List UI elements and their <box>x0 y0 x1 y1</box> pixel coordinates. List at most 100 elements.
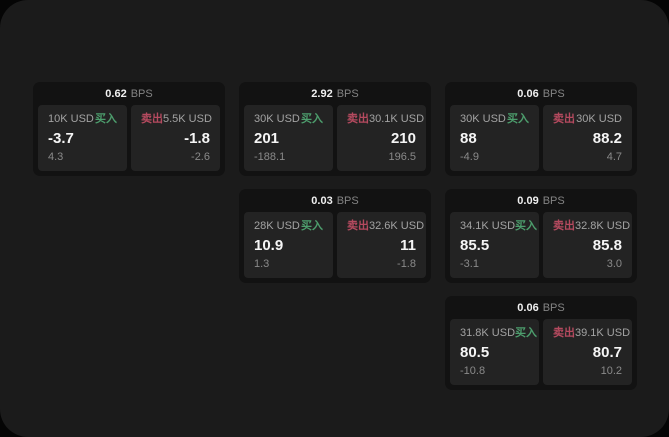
sell-label: 卖出 <box>553 327 575 339</box>
sell-panel[interactable]: 卖出 30K USD 88.2 4.7 <box>543 105 632 171</box>
sell-label: 卖出 <box>553 220 575 232</box>
bps-unit: BPS <box>130 87 153 100</box>
buy-label: 买入 <box>515 220 538 232</box>
buy-panel[interactable]: 30K USD 买入 88 -4.9 <box>450 105 539 171</box>
buy-panel-top: 30K USD 买入 <box>254 113 323 126</box>
card-header: 0.62 BPS <box>33 82 225 105</box>
buy-value: 80.5 <box>460 343 490 361</box>
buy-change: -3.1 <box>460 258 479 270</box>
sell-panel[interactable]: 卖出 39.1K USD 80.7 10.2 <box>543 319 632 385</box>
sell-value: 210 <box>390 129 416 147</box>
buy-amount: 30K USD <box>460 113 506 125</box>
bps-value: 0.62 <box>105 87 127 100</box>
sell-label: 卖出 <box>347 220 369 232</box>
quote-card: 0.03 BPS 28K USD 买入 10.9 1.3 卖出 32.6K US… <box>239 189 431 283</box>
buy-label: 买入 <box>515 327 538 339</box>
buy-panel[interactable]: 30K USD 买入 201 -188.1 <box>244 105 333 171</box>
card-body: 30K USD 买入 88 -4.9 卖出 30K USD 88.2 4.7 <box>445 105 637 176</box>
card-header: 0.06 BPS <box>445 296 637 319</box>
sell-value: 85.8 <box>592 236 622 254</box>
sell-value: 11 <box>400 236 416 254</box>
sell-amount: 30.1K USD <box>369 113 425 125</box>
buy-panel[interactable]: 28K USD 买入 10.9 1.3 <box>244 212 333 278</box>
sell-panel-top: 卖出 30.1K USD <box>347 113 424 126</box>
buy-panel-top: 10K USD 买入 <box>48 113 117 126</box>
bps-unit: BPS <box>542 301 565 314</box>
sell-change: -1.8 <box>397 258 416 270</box>
sell-panel[interactable]: 卖出 5.5K USD -1.8 -2.6 <box>131 105 220 171</box>
buy-value: 85.5 <box>460 236 490 254</box>
sell-panel-top: 卖出 39.1K USD <box>553 327 630 340</box>
bps-value: 0.06 <box>517 301 539 314</box>
card-body: 10K USD 买入 -3.7 4.3 卖出 5.5K USD -1.8 -2.… <box>33 105 225 176</box>
buy-change: -188.1 <box>254 151 286 163</box>
bps-value: 0.03 <box>311 194 333 207</box>
sell-change: 3.0 <box>606 258 622 270</box>
quote-card: 0.06 BPS 31.8K USD 买入 80.5 -10.8 卖出 39.1… <box>445 296 637 390</box>
sell-amount: 30K USD <box>576 113 622 125</box>
sell-panel-top: 卖出 32.8K USD <box>553 220 630 233</box>
buy-value: -3.7 <box>48 129 74 147</box>
sell-panel[interactable]: 卖出 30.1K USD 210 196.5 <box>337 105 426 171</box>
bps-unit: BPS <box>336 194 359 207</box>
bps-value: 2.92 <box>311 87 333 100</box>
sell-amount: 32.6K USD <box>369 220 425 232</box>
buy-panel-top: 34.1K USD 买入 <box>460 220 537 233</box>
sell-panel-top: 卖出 30K USD <box>553 113 622 126</box>
sell-change: 4.7 <box>606 151 622 163</box>
sell-value: 88.2 <box>592 129 622 147</box>
sell-panel[interactable]: 卖出 32.8K USD 85.8 3.0 <box>543 212 632 278</box>
quote-card: 0.06 BPS 30K USD 买入 88 -4.9 卖出 30K USD 8… <box>445 82 637 176</box>
buy-panel-top: 30K USD 买入 <box>460 113 529 126</box>
sell-change: -2.6 <box>191 151 210 163</box>
card-body: 31.8K USD 买入 80.5 -10.8 卖出 39.1K USD 80.… <box>445 319 637 390</box>
bps-unit: BPS <box>336 87 359 100</box>
sell-amount: 5.5K USD <box>163 113 212 125</box>
buy-change: 1.3 <box>254 258 270 270</box>
buy-amount: 30K USD <box>254 113 300 125</box>
card-header: 2.92 BPS <box>239 82 431 105</box>
sell-panel-top: 卖出 5.5K USD <box>141 113 212 126</box>
sell-label: 卖出 <box>347 113 369 125</box>
buy-label: 买入 <box>95 113 117 125</box>
buy-change: -10.8 <box>460 365 486 377</box>
buy-label: 买入 <box>301 113 323 125</box>
buy-amount: 31.8K USD <box>460 327 516 339</box>
buy-label: 买入 <box>301 220 323 232</box>
sell-label: 卖出 <box>553 113 575 125</box>
bps-value: 0.09 <box>517 194 539 207</box>
card-body: 34.1K USD 买入 85.5 -3.1 卖出 32.8K USD 85.8… <box>445 212 637 283</box>
sell-change: 196.5 <box>388 151 416 163</box>
quote-card-grid: 0.62 BPS 10K USD 买入 -3.7 4.3 卖出 5.5K USD… <box>33 82 637 390</box>
sell-amount: 32.8K USD <box>575 220 631 232</box>
sell-panel[interactable]: 卖出 32.6K USD 11 -1.8 <box>337 212 426 278</box>
buy-amount: 10K USD <box>48 113 94 125</box>
buy-panel-top: 31.8K USD 买入 <box>460 327 537 340</box>
buy-amount: 28K USD <box>254 220 300 232</box>
buy-panel[interactable]: 31.8K USD 买入 80.5 -10.8 <box>450 319 539 385</box>
buy-label: 买入 <box>507 113 529 125</box>
card-body: 30K USD 买入 201 -188.1 卖出 30.1K USD 210 1… <box>239 105 431 176</box>
quote-card: 2.92 BPS 30K USD 买入 201 -188.1 卖出 30.1K … <box>239 82 431 176</box>
bps-unit: BPS <box>542 194 565 207</box>
buy-value: 10.9 <box>254 236 284 254</box>
sell-panel-top: 卖出 32.6K USD <box>347 220 424 233</box>
card-header: 0.09 BPS <box>445 189 637 212</box>
buy-amount: 34.1K USD <box>460 220 516 232</box>
buy-panel[interactable]: 10K USD 买入 -3.7 4.3 <box>38 105 127 171</box>
sell-change: 10.2 <box>600 365 622 377</box>
quote-card: 0.62 BPS 10K USD 买入 -3.7 4.3 卖出 5.5K USD… <box>33 82 225 176</box>
sell-label: 卖出 <box>141 113 163 125</box>
card-header: 0.06 BPS <box>445 82 637 105</box>
buy-value: 201 <box>254 129 280 147</box>
card-body: 28K USD 买入 10.9 1.3 卖出 32.6K USD 11 -1.8 <box>239 212 431 283</box>
sell-value: 80.7 <box>592 343 622 361</box>
bps-unit: BPS <box>542 87 565 100</box>
buy-change: 4.3 <box>48 151 64 163</box>
sell-value: -1.8 <box>184 129 210 147</box>
sell-amount: 39.1K USD <box>575 327 631 339</box>
bps-value: 0.06 <box>517 87 539 100</box>
quote-card: 0.09 BPS 34.1K USD 买入 85.5 -3.1 卖出 32.8K… <box>445 189 637 283</box>
buy-panel[interactable]: 34.1K USD 买入 85.5 -3.1 <box>450 212 539 278</box>
